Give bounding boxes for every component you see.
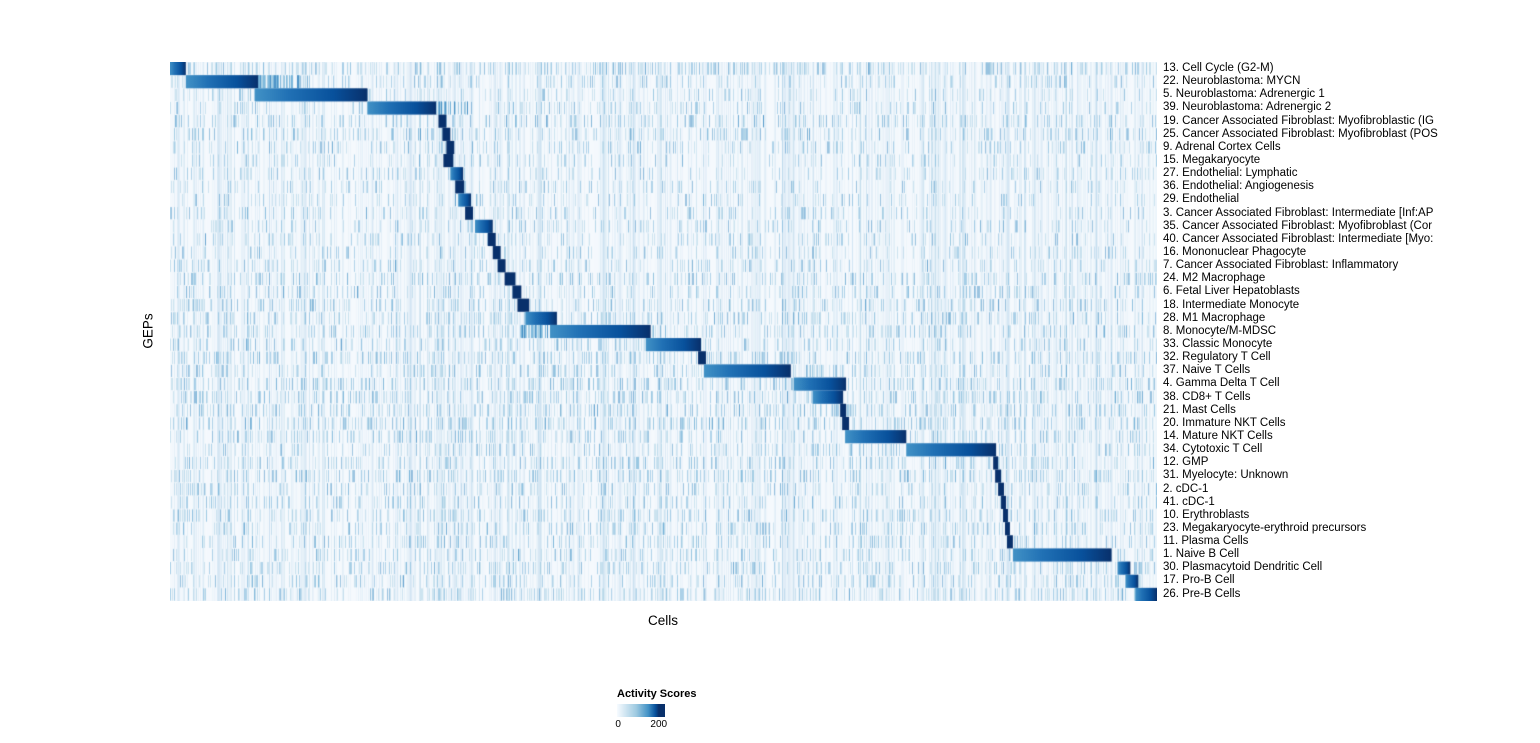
row-label: 5. Neuroblastoma: Adrenergic 1 — [1163, 88, 1325, 101]
row-label: 35. Cancer Associated Fibroblast: Myofib… — [1163, 219, 1433, 232]
heatmap-plot — [170, 62, 1157, 601]
row-label: 1. Naive B Cell — [1163, 548, 1240, 561]
row-label: 31. Myelocyte: Unknown — [1163, 469, 1289, 482]
row-label: 39. Neuroblastoma: Adrenergic 2 — [1163, 101, 1332, 114]
row-label: 24. M2 Macrophage — [1163, 272, 1266, 285]
row-label: 40. Cancer Associated Fibroblast: Interm… — [1163, 232, 1434, 245]
row-label: 28. M1 Macrophage — [1163, 311, 1266, 324]
row-label: 20. Immature NKT Cells — [1163, 416, 1286, 429]
row-label: 30. Plasmacytoid Dendritic Cell — [1163, 561, 1323, 574]
row-label: 19. Cancer Associated Fibroblast: Myofib… — [1163, 114, 1435, 127]
x-axis-label: Cells — [647, 613, 679, 628]
row-label: 36. Endothelial: Angiogenesis — [1163, 180, 1314, 193]
row-label: 8. Monocyte/M-MDSC — [1163, 324, 1277, 337]
row-label: 33. Classic Monocyte — [1163, 337, 1273, 350]
row-label: 32. Regulatory T Cell — [1163, 351, 1271, 364]
row-label: 16. Mononuclear Phagocyte — [1163, 245, 1307, 258]
row-label: 10. Erythroblasts — [1163, 508, 1250, 521]
row-labels: 13. Cell Cycle (G2-M) 22. Neuroblastoma: … — [1163, 62, 1540, 601]
legend: Activity Scores 0 200 — [615, 688, 737, 731]
row-label: 18. Intermediate Monocyte — [1163, 298, 1300, 311]
row-label: 6. Fetal Liver Hepatoblasts — [1163, 285, 1300, 298]
row-label: 2. cDC-1 — [1163, 482, 1209, 495]
row-label: 27. Endothelial: Lymphatic — [1163, 167, 1298, 180]
legend-tick-200: 200 — [650, 719, 668, 730]
row-label: 11. Plasma Cells — [1163, 535, 1249, 548]
row-label: 4. Gamma Delta T Cell — [1163, 377, 1280, 390]
row-label: 17. Pro-B Cell — [1163, 574, 1235, 587]
y-axis-label: GEPs — [140, 313, 156, 349]
legend-title: Activity Scores — [617, 688, 697, 700]
heatmap-canvas — [170, 62, 1157, 601]
row-label: 38. CD8+ T Cells — [1163, 390, 1251, 403]
legend-tick-0: 0 — [615, 719, 621, 730]
row-label: 41. cDC-1 — [1163, 495, 1215, 508]
row-label: 23. Megakaryocyte-erythroid precursors — [1163, 521, 1367, 534]
row-label: 12. GMP — [1163, 456, 1209, 469]
row-label: 22. Neuroblastoma: MYCN — [1163, 75, 1301, 88]
legend-tick-mark — [658, 704, 661, 717]
row-label: 25. Cancer Associated Fibroblast: Myofib… — [1163, 127, 1438, 140]
row-label: 29. Endothelial — [1163, 193, 1240, 206]
row-label: 21. Mast Cells — [1163, 403, 1236, 416]
legend-gradient — [617, 704, 665, 717]
row-label: 7. Cancer Associated Fibroblast: Inflamm… — [1163, 259, 1399, 272]
row-label: 13. Cell Cycle (G2-M) — [1163, 62, 1274, 74]
legend-tick-labels: 0 200 — [615, 719, 668, 731]
row-label: 14. Mature NKT Cells — [1163, 429, 1273, 442]
row-label: 9. Adrenal Cortex Cells — [1163, 140, 1281, 153]
row-label: 34. Cytotoxic T Cell — [1163, 443, 1263, 456]
row-label: 26. Pre-B Cells — [1163, 587, 1241, 600]
row-label: 37. Naive T Cells — [1163, 364, 1251, 377]
row-label: 15. Megakaryocyte — [1163, 153, 1261, 166]
row-label: 3. Cancer Associated Fibroblast: Interme… — [1163, 206, 1434, 219]
